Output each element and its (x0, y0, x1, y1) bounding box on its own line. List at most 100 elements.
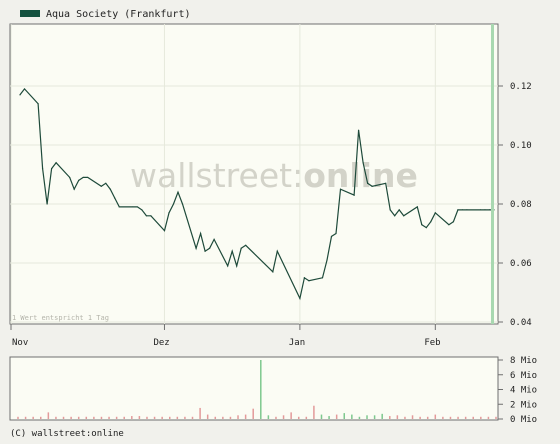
data-point (69, 176, 71, 179)
volume-bar (434, 414, 437, 419)
data-point (457, 209, 459, 211)
x-tick-label: Nov (12, 338, 28, 348)
data-point (145, 215, 147, 217)
volume-bar (373, 415, 376, 419)
data-point (357, 129, 360, 131)
volume-bar (260, 360, 262, 419)
volume-bar (457, 416, 459, 419)
volume-tick-label: 2 Mio (510, 400, 537, 410)
data-point (425, 227, 427, 229)
data-point (78, 179, 80, 181)
data-point (236, 265, 238, 267)
data-point (371, 185, 373, 187)
data-point (100, 185, 102, 187)
volume-bar (282, 415, 285, 419)
data-point (82, 176, 84, 179)
y-tick-label: 0.10 (510, 141, 532, 151)
volume-bar (85, 416, 88, 419)
volume-bar (131, 416, 133, 419)
data-point (488, 209, 491, 211)
volume-bar (495, 416, 497, 419)
data-point (55, 162, 57, 164)
volume-bar (389, 416, 391, 419)
volume-tick-label: 4 Mio (510, 386, 537, 396)
y-axis-main: 0.04 0.06 0.08 0.10 0.12 (498, 82, 532, 328)
volume-bar (24, 416, 27, 419)
data-point (51, 168, 53, 170)
data-point (136, 206, 138, 208)
data-point (326, 259, 328, 261)
watermark: wallstreet:online (130, 156, 418, 195)
volume-bar (426, 416, 429, 419)
x-tick-label: Jan (289, 338, 305, 348)
data-point (23, 88, 26, 90)
volume-bar (206, 414, 209, 419)
volume-bar (70, 416, 72, 419)
data-point (213, 238, 215, 240)
data-point (367, 182, 369, 184)
volume-bar (442, 416, 444, 419)
data-point (353, 194, 355, 196)
volume-bar (146, 416, 148, 419)
data-point (105, 182, 107, 184)
data-point (245, 244, 247, 246)
volume-bar (305, 416, 308, 419)
data-point (181, 203, 184, 205)
data-point (416, 206, 418, 208)
volume-bar (108, 416, 110, 419)
data-point (231, 250, 233, 252)
volume-bar (487, 416, 490, 419)
data-point (109, 188, 111, 190)
data-point (466, 209, 468, 211)
volume-bar (191, 416, 194, 419)
volume-bar (464, 416, 467, 419)
data-point (195, 247, 197, 249)
volume-bar (123, 416, 125, 419)
data-point (389, 209, 391, 211)
data-point (141, 209, 143, 211)
volume-bar (358, 416, 361, 419)
data-point (335, 232, 337, 235)
data-point (87, 176, 89, 179)
data-point (41, 168, 44, 170)
volume-bar (343, 413, 346, 419)
copyright: (C) wallstreet:online (10, 429, 124, 439)
data-point (434, 212, 436, 214)
volume-bar (222, 416, 224, 419)
volume-bar (381, 413, 383, 419)
volume-bar (168, 416, 171, 419)
data-point (385, 182, 387, 184)
legend-label: Aqua Society (Frankfurt) (46, 9, 191, 20)
main-plot-area (9, 23, 499, 325)
data-point (204, 250, 206, 252)
volume-bar (275, 416, 277, 419)
volume-bar (335, 414, 338, 419)
volume-bar (100, 416, 103, 419)
volume-bar (55, 416, 57, 419)
volume-bar (396, 415, 399, 419)
volume-bar (115, 416, 118, 419)
main-series (19, 87, 495, 301)
volume-bar (47, 412, 50, 419)
data-point (118, 206, 120, 208)
y-tick-label: 0.08 (510, 200, 532, 210)
data-point (421, 224, 423, 226)
data-point (114, 197, 116, 199)
data-point (46, 203, 48, 205)
volume-bar (214, 416, 217, 419)
volume-tick-label: 0 Mio (510, 415, 537, 425)
volume-bar (199, 407, 201, 419)
data-point (150, 215, 152, 217)
watermark-part2: online (303, 156, 418, 195)
data-point (394, 215, 396, 217)
data-point (177, 191, 179, 193)
data-point (452, 221, 454, 223)
data-point (461, 209, 463, 211)
volume-bar (297, 416, 300, 419)
volume-bar (77, 416, 80, 419)
volume-bar (153, 416, 156, 419)
data-point (339, 188, 342, 190)
volume-bar (229, 416, 232, 419)
